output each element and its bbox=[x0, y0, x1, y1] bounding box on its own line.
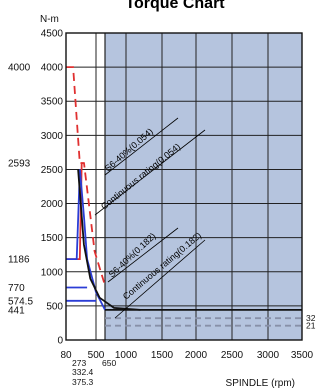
pointer-s6-40-0182 bbox=[107, 227, 179, 283]
x-tick-label: 3500 bbox=[291, 350, 314, 361]
chart-title: Torque Chart bbox=[125, 0, 225, 12]
y-axis-label: N-m bbox=[40, 14, 59, 25]
y-tick-label: 4500 bbox=[41, 29, 64, 40]
y-tick-label: 3000 bbox=[41, 131, 64, 142]
extra-y-label: 1186 bbox=[8, 255, 30, 266]
x-tick-label: 1000 bbox=[115, 350, 138, 361]
series-line-5 bbox=[77, 169, 141, 311]
pointer-s6-40-0054 bbox=[104, 117, 179, 176]
y-tick-label: 2500 bbox=[41, 165, 64, 176]
x-tick-label: 1500 bbox=[151, 350, 174, 361]
extra-x-label: 650 bbox=[102, 358, 116, 368]
extra-x-label: 273 bbox=[72, 358, 86, 368]
pointer-continuous-0182 bbox=[114, 239, 206, 319]
y-tick-label: 1000 bbox=[41, 267, 64, 278]
x-tick-label: 3000 bbox=[257, 350, 280, 361]
y-tick-label: 2000 bbox=[41, 199, 64, 210]
y-tick-label: 500 bbox=[46, 301, 63, 312]
shaded-region bbox=[105, 33, 302, 340]
extra-x-label: 332.4 bbox=[72, 367, 94, 377]
series-line-2 bbox=[66, 169, 106, 311]
x-tick-label: 2500 bbox=[221, 350, 244, 361]
x-tick-label: 500 bbox=[88, 350, 105, 361]
right-label: 32 bbox=[306, 313, 316, 323]
extra-y-label: 2593 bbox=[8, 159, 31, 170]
series-group bbox=[66, 66, 302, 327]
y-tick-label: 1500 bbox=[41, 233, 64, 244]
extra-y-label: 4000 bbox=[8, 63, 31, 74]
extra-y-label: 770 bbox=[8, 283, 25, 294]
x-tick-label: 80 bbox=[60, 350, 72, 361]
extra-y-label: 574.5 bbox=[8, 296, 33, 307]
y-tick-label: 0 bbox=[57, 336, 63, 347]
right-label: 21 bbox=[306, 321, 316, 331]
y-tick-label: 4000 bbox=[41, 63, 64, 74]
plot-frame bbox=[65, 32, 303, 341]
pointer-continuous-0054 bbox=[94, 129, 206, 216]
y-tick-label: 3500 bbox=[41, 97, 64, 108]
x-axis-label: SPINDLE (rpm) bbox=[226, 378, 295, 389]
extra-x-label: 375.3 bbox=[72, 377, 94, 387]
tick-labels: 0 500 1000 1500 2000 2500 3000 3500 4000 4500 80 50… bbox=[41, 29, 314, 362]
x-tick-label: 2000 bbox=[185, 350, 208, 361]
axes bbox=[65, 32, 303, 341]
extra-y-label: 441 bbox=[8, 305, 25, 316]
